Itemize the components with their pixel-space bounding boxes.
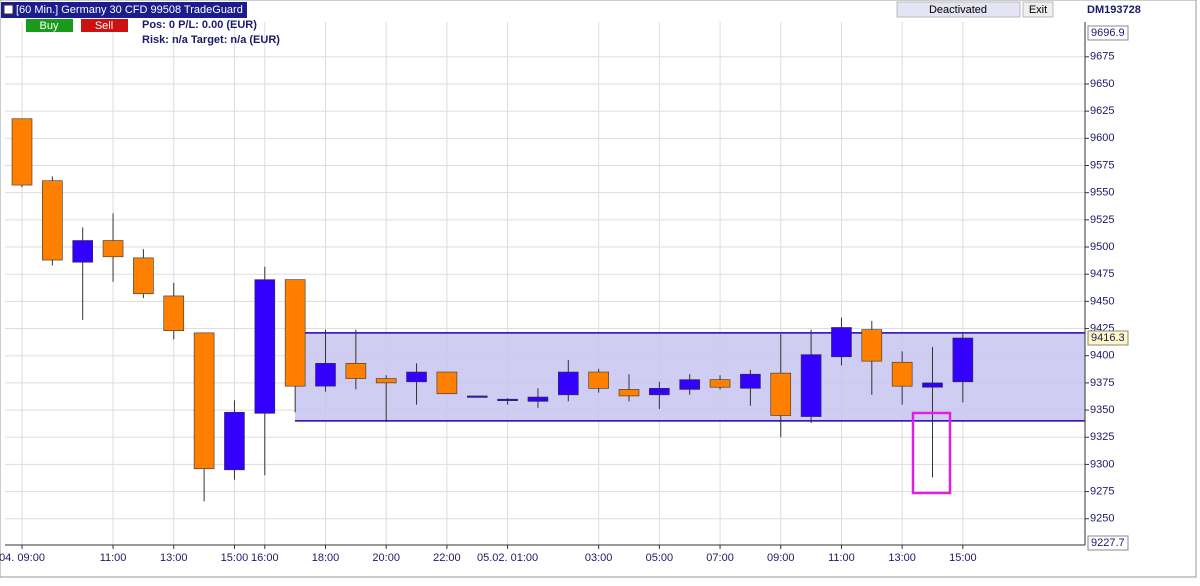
candle-body [800,354,822,417]
x-tick-label: 20:00 [372,552,400,564]
candle-body [254,279,276,414]
candle-body [740,373,761,389]
candle-body [618,389,640,397]
candle-body [193,332,215,470]
y-tick-label: 9450 [1090,295,1114,307]
sell-label[interactable]: Sell [95,20,113,32]
price-box-label: 9416.3 [1091,332,1125,344]
sell-button[interactable] [81,19,128,32]
title: [60 Min.] Germany 30 CFD 99508 TradeGuar… [16,4,243,16]
title-box [1,2,247,18]
status-box[interactable] [896,1,1021,18]
x-tick-label: 15:00 [949,552,977,564]
buy-label[interactable]: Buy [40,20,59,32]
x-tick-label: 18:00 [312,552,340,564]
y-tick-label: 9625 [1090,105,1114,117]
plot: 9250927593009325935093759400942594509475… [0,22,1129,564]
account: DM193728 [1087,4,1141,16]
candle-body [891,361,913,387]
y-tick-label: 9275 [1090,485,1114,497]
y-tick-label: 9675 [1090,51,1114,63]
x-tick-label: 13:00 [888,552,916,564]
exit-label[interactable]: Exit [1029,4,1047,16]
y-tick-label: 9400 [1090,350,1114,362]
x-tick-label: 11:00 [828,552,855,564]
candle-body [557,371,579,396]
candle-body [588,371,609,389]
exit-button[interactable] [1022,1,1054,18]
candle-body [497,398,518,401]
y-tick-label: 9475 [1090,268,1114,280]
candle-body [284,279,306,387]
y-tick-label: 9550 [1090,187,1114,199]
menu-icon[interactable] [3,4,14,15]
x-tick-label: 07:00 [706,552,734,564]
price-box [1087,25,1129,41]
candle-body [163,295,185,332]
candle-body [436,371,458,395]
x-tick-label: 22:00 [433,552,461,564]
candle-body [375,378,397,384]
x-tick-label: 11:00 [100,552,127,564]
candle-body [315,363,336,387]
x-tick-label: 03:00 [585,552,613,564]
y-tick-label: 9250 [1090,513,1114,525]
x-tick-label: 05:00 [646,552,674,564]
price-box-label: 9696.9 [1091,27,1125,39]
candle-body [649,388,670,396]
y-tick-label: 9525 [1090,214,1114,226]
x-tick-label: 09:00 [767,552,795,564]
status[interactable]: Deactivated [929,4,987,16]
candle-body [922,382,943,388]
y-tick-label: 9575 [1090,159,1114,171]
price-box [1087,330,1129,346]
candle-body [42,180,63,261]
x-tick-label: 05.02. 01:00 [477,552,538,564]
candle-body [133,257,154,295]
y-tick-label: 9300 [1090,458,1114,470]
highlight-box [911,411,952,495]
y-tick-label: 9500 [1090,241,1114,253]
price-box [1087,535,1129,551]
candle-body [770,372,792,416]
y-tick-label: 9325 [1090,431,1114,443]
price-box-label: 9227.7 [1091,537,1125,549]
buy-button[interactable] [26,19,73,32]
candle-body [406,371,427,383]
candle-body [709,379,731,388]
candle-body [679,379,701,390]
candle-body [861,329,883,362]
candle-body [952,337,974,383]
position: Pos: 0 P/L: 0.00 (EUR) [142,19,257,31]
x-tick-label: 04. 09:00 [0,552,45,564]
x-tick-label: 16:00 [251,552,279,564]
risk: Risk: n/a Target: n/a (EUR) [142,34,280,46]
candle-body [527,396,549,402]
x-tick-label: 15:00 [221,552,249,564]
candle-body [345,363,367,379]
y-tick-label: 9600 [1090,132,1114,144]
x-tick-label: 13:00 [160,552,188,564]
candle-body [224,411,245,471]
y-tick-label: 9350 [1090,404,1114,416]
candle-body [72,240,93,263]
candle-body [831,327,852,358]
plot-area [5,22,1085,545]
candle-body [466,395,488,398]
candle-body [11,118,33,186]
candle-body [102,240,124,258]
y-tick-label: 9650 [1090,78,1114,90]
y-tick-label: 9375 [1090,377,1114,389]
